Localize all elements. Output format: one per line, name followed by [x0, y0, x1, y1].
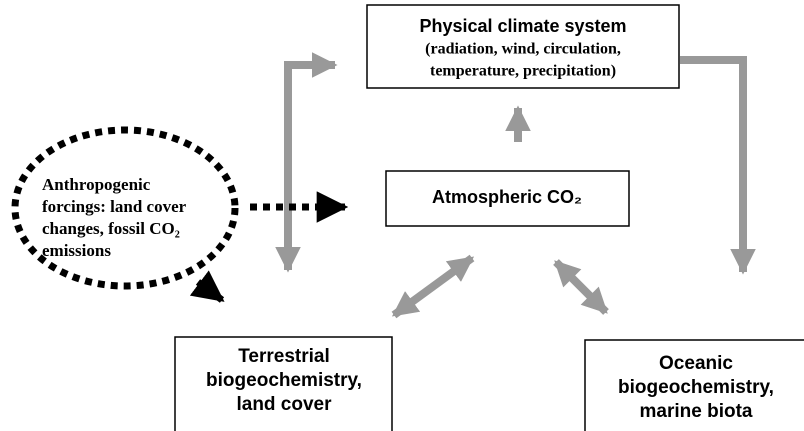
arrow-atm-terrestrial	[391, 254, 475, 319]
arrow-atm-oceanic	[553, 259, 609, 315]
node-text: emissions	[42, 241, 111, 260]
gray-arrows	[275, 52, 756, 319]
oceanic-box	[584, 339, 804, 431]
node-text: marine biota	[640, 401, 753, 422]
node-text: (radiation, wind, circulation,	[425, 41, 621, 58]
node-text: Anthropogenic	[42, 175, 151, 194]
node-text: temperature, precipitation)	[430, 63, 616, 80]
node-title: Physical climate system	[419, 16, 626, 36]
node-text: Oceanic	[659, 353, 733, 374]
arrow-physical-oceanic	[680, 56, 756, 275]
node-text: biogeochemistry,	[618, 377, 774, 398]
anthropogenic-ellipse	[11, 126, 239, 290]
arrow-terrestrial-physical	[275, 52, 338, 273]
arrow-anthro-terrestrial	[189, 270, 225, 303]
node-text: forcings: land cover	[42, 197, 187, 216]
atmospheric-box	[385, 170, 630, 227]
node-text: Terrestrial	[238, 346, 330, 367]
node-text: land cover	[236, 394, 332, 415]
physical-box	[366, 4, 680, 89]
terrestrial-box	[174, 336, 393, 431]
node-text: Atmospheric CO₂	[432, 187, 582, 207]
node-text: biogeochemistry,	[206, 370, 362, 391]
node-text: changes, fossil CO₂	[42, 219, 180, 238]
